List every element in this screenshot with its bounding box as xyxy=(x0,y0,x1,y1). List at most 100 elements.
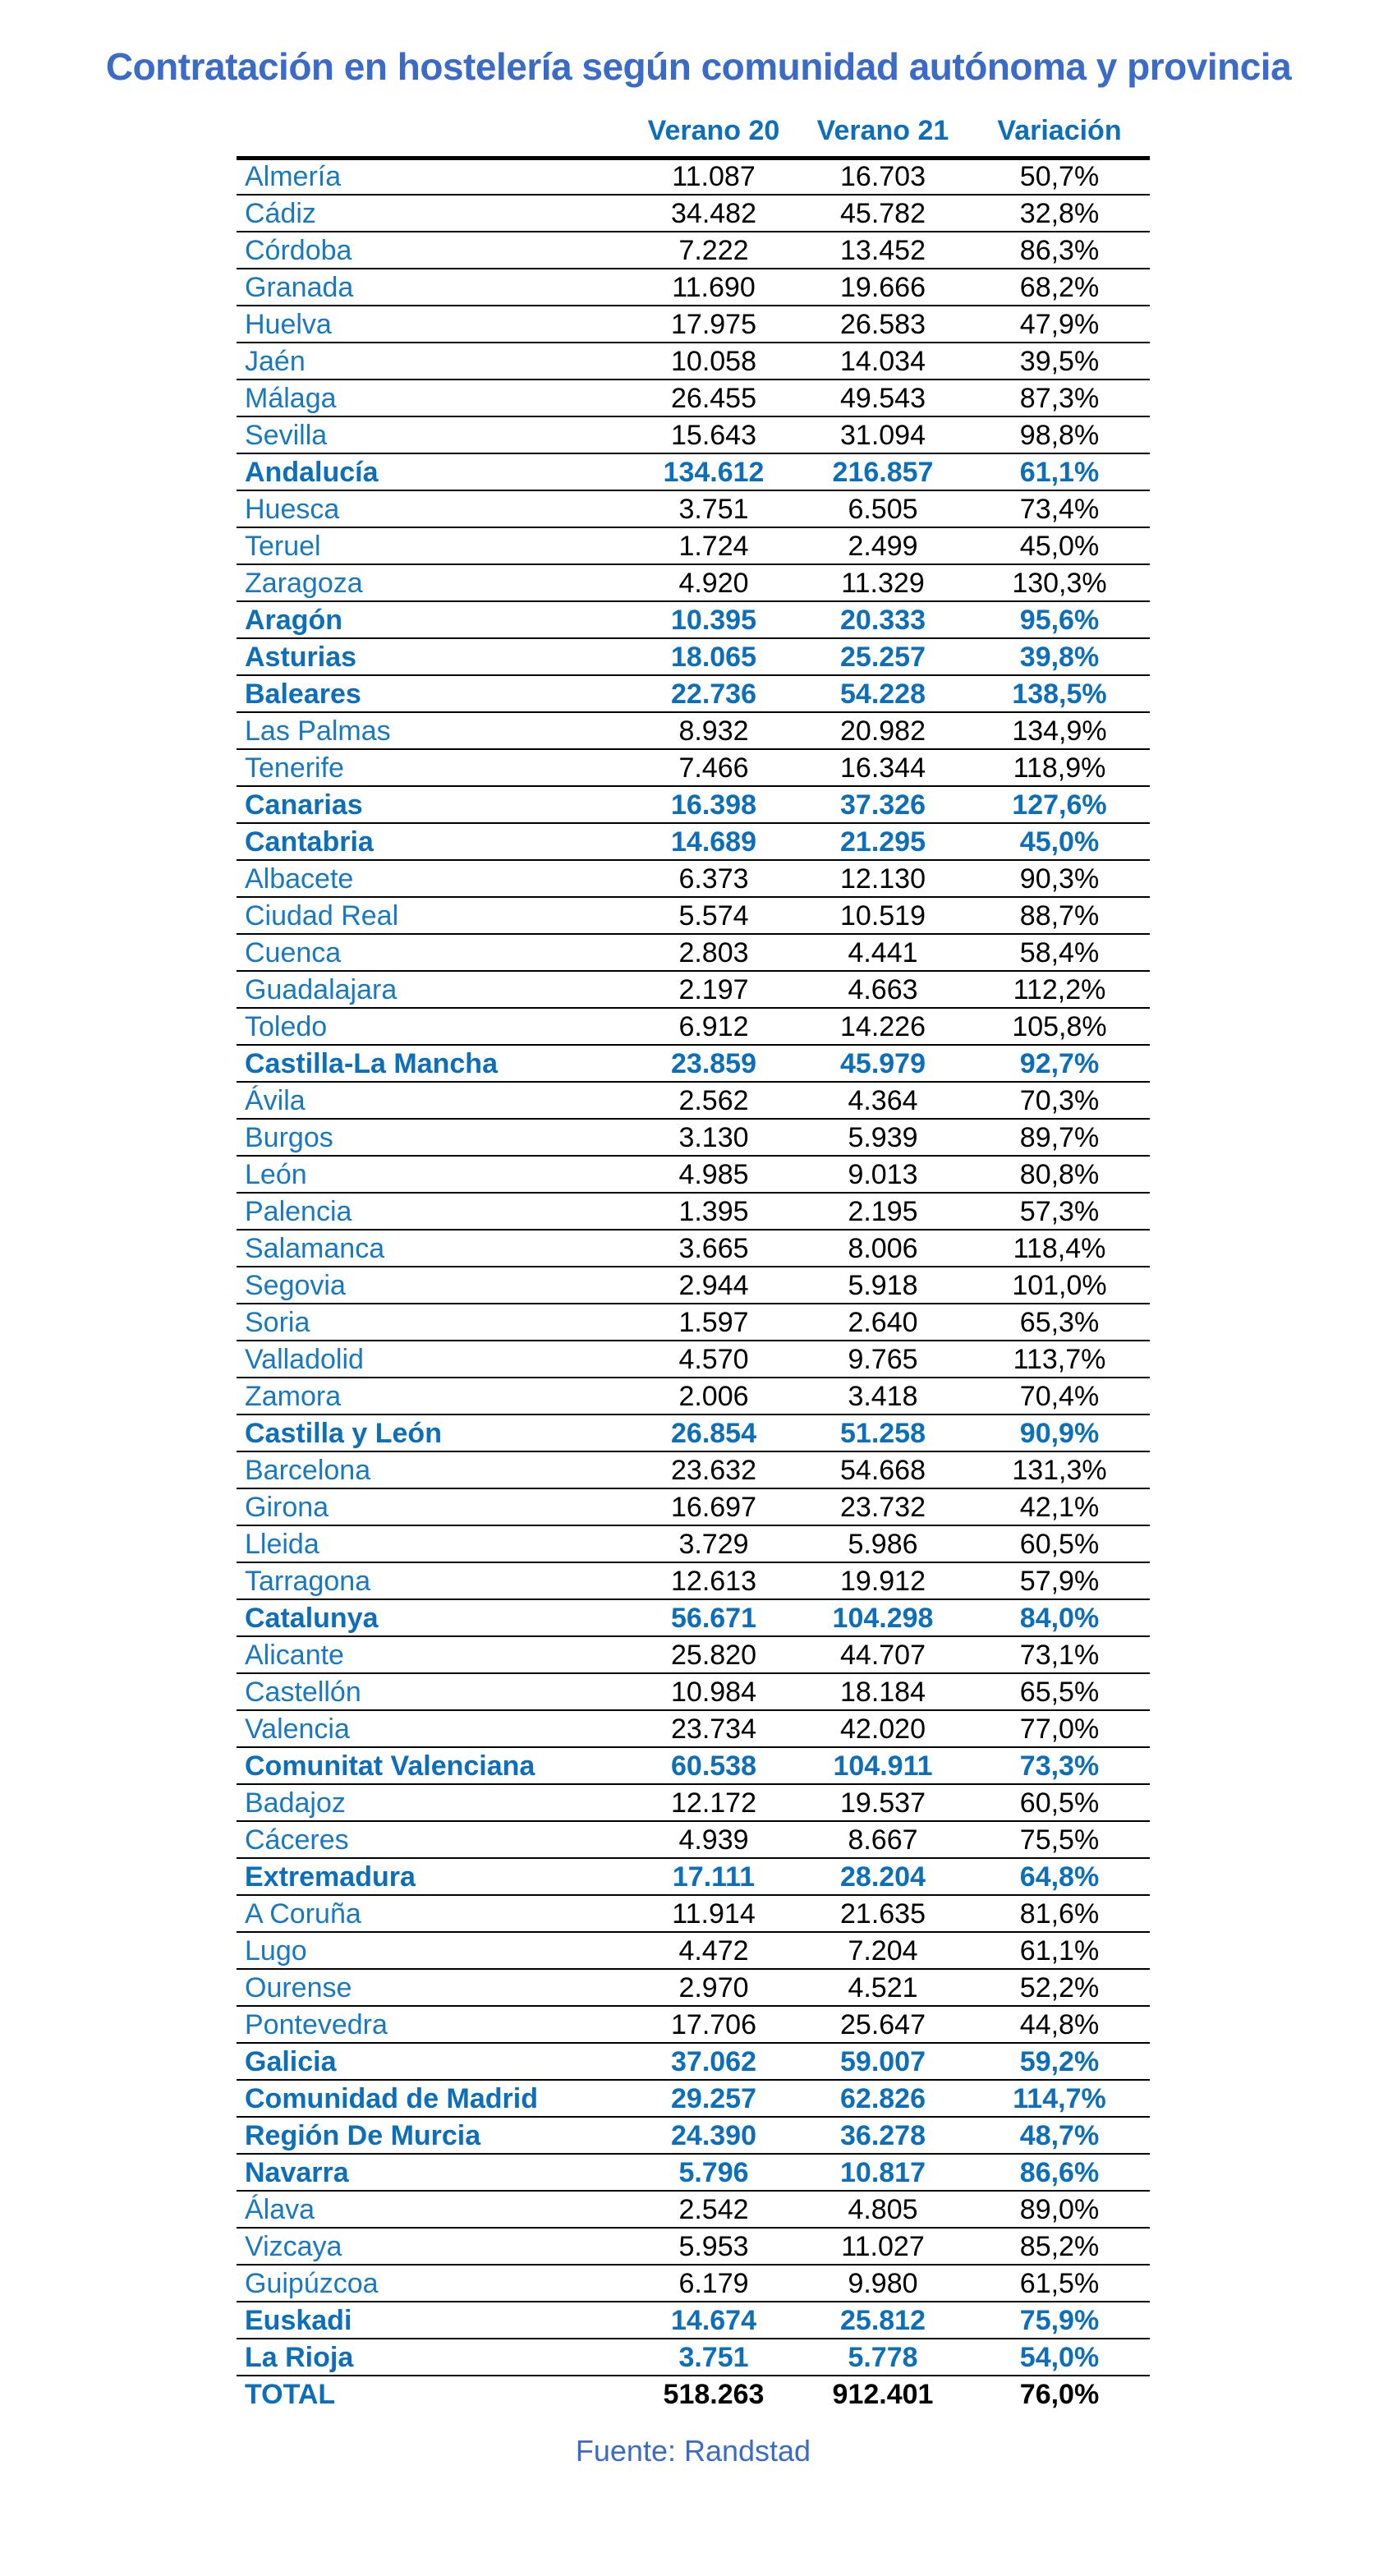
cell-verano21: 9.013 xyxy=(797,1156,969,1194)
cell-name: Extremadura xyxy=(237,1858,631,1897)
cell-variacion: 54,0% xyxy=(969,2339,1150,2377)
cell-verano21: 16.344 xyxy=(797,749,969,788)
cell-variacion: 114,7% xyxy=(969,2080,1150,2118)
column-header-blank xyxy=(237,113,631,160)
cell-name: Ávila xyxy=(237,1082,631,1120)
table-row: Salamanca 3.665 8.006 118,4% xyxy=(237,1230,1150,1268)
cell-variacion: 70,4% xyxy=(969,1378,1150,1416)
cell-verano20: 4.472 xyxy=(631,1932,797,1971)
cell-verano21: 28.204 xyxy=(797,1858,969,1897)
cell-variacion: 130,3% xyxy=(969,564,1150,603)
cell-name: Galicia xyxy=(237,2043,631,2082)
table-row: Castilla y León 26.854 51.258 90,9% xyxy=(237,1414,1150,1453)
table-row: Cáceres 4.939 8.667 75,5% xyxy=(237,1821,1150,1860)
cell-verano20: 3.729 xyxy=(631,1525,797,1564)
cell-verano21: 31.094 xyxy=(797,416,969,455)
cell-verano21: 51.258 xyxy=(797,1414,969,1453)
cell-verano21: 9.980 xyxy=(797,2265,969,2303)
cell-verano21: 2.499 xyxy=(797,527,969,566)
table-row: Asturias 18.065 25.257 39,8% xyxy=(237,638,1150,677)
cell-verano20: 2.006 xyxy=(631,1378,797,1416)
cell-name: Valencia xyxy=(237,1710,631,1749)
table-row: Castellón 10.984 18.184 65,5% xyxy=(237,1673,1150,1712)
cell-variacion: 127,6% xyxy=(969,786,1150,825)
table-row: Almería 11.087 16.703 50,7% xyxy=(237,158,1150,196)
cell-verano20: 16.697 xyxy=(631,1488,797,1527)
table-row: Badajoz 12.172 19.537 60,5% xyxy=(237,1784,1150,1823)
cell-verano21: 11.329 xyxy=(797,564,969,603)
cell-verano20: 11.914 xyxy=(631,1895,797,1934)
column-header-verano20: Verano 20 xyxy=(631,113,797,160)
cell-verano20: 4.570 xyxy=(631,1341,797,1379)
table-row: Galicia 37.062 59.007 59,2% xyxy=(237,2043,1150,2082)
cell-name: Soria xyxy=(237,1304,631,1342)
column-header-variacion: Variación xyxy=(969,113,1150,160)
cell-verano20: 37.062 xyxy=(631,2043,797,2082)
cell-variacion: 90,9% xyxy=(969,1414,1150,1453)
cell-verano21: 5.939 xyxy=(797,1119,969,1157)
cell-variacion: 131,3% xyxy=(969,1451,1150,1490)
cell-verano21: 4.364 xyxy=(797,1082,969,1120)
cell-verano20: 3.130 xyxy=(631,1119,797,1157)
cell-name: Ourense xyxy=(237,1969,631,2008)
cell-verano21: 216.857 xyxy=(797,453,969,492)
cell-verano20: 1.395 xyxy=(631,1193,797,1231)
cell-variacion: 87,3% xyxy=(969,380,1150,418)
cell-verano21: 25.812 xyxy=(797,2302,969,2340)
cell-name: Burgos xyxy=(237,1119,631,1157)
table-row: Ávila 2.562 4.364 70,3% xyxy=(237,1082,1150,1120)
cell-variacion: 61,1% xyxy=(969,1932,1150,1971)
cell-name: A Coruña xyxy=(237,1895,631,1934)
table-row: Jaén 10.058 14.034 39,5% xyxy=(237,343,1150,381)
cell-variacion: 118,9% xyxy=(969,749,1150,788)
cell-verano21: 6.505 xyxy=(797,490,969,529)
cell-name: Navarra xyxy=(237,2154,631,2192)
cell-verano20: 22.736 xyxy=(631,675,797,714)
cell-verano20: 25.820 xyxy=(631,1636,797,1675)
table-row: Soria 1.597 2.640 65,3% xyxy=(237,1304,1150,1342)
cell-verano21: 10.817 xyxy=(797,2154,969,2192)
cell-name: Guipúzcoa xyxy=(237,2265,631,2303)
cell-verano21: 25.257 xyxy=(797,638,969,677)
table-row: Zamora 2.006 3.418 70,4% xyxy=(237,1378,1150,1416)
table-row: Lleida 3.729 5.986 60,5% xyxy=(237,1525,1150,1564)
cell-name: Vizcaya xyxy=(237,2228,631,2266)
cell-name: León xyxy=(237,1156,631,1194)
cell-variacion: 86,3% xyxy=(969,232,1150,270)
cell-verano20: 26.455 xyxy=(631,380,797,418)
cell-name: Badajoz xyxy=(237,1784,631,1823)
cell-name: Jaén xyxy=(237,343,631,381)
column-header-verano21: Verano 21 xyxy=(797,113,969,160)
cell-verano21: 19.537 xyxy=(797,1784,969,1823)
cell-verano21: 23.732 xyxy=(797,1488,969,1527)
cell-verano21: 4.521 xyxy=(797,1969,969,2008)
table-row: Álava 2.542 4.805 89,0% xyxy=(237,2191,1150,2229)
cell-verano20: 5.796 xyxy=(631,2154,797,2192)
table-row: Las Palmas 8.932 20.982 134,9% xyxy=(237,712,1150,751)
cell-variacion: 101,0% xyxy=(969,1267,1150,1305)
cell-verano20: 56.671 xyxy=(631,1599,797,1638)
table-row: Comunidad de Madrid 29.257 62.826 114,7% xyxy=(237,2080,1150,2118)
cell-verano21: 26.583 xyxy=(797,306,969,344)
table-row: Guipúzcoa 6.179 9.980 61,5% xyxy=(237,2265,1150,2303)
cell-variacion: 84,0% xyxy=(969,1599,1150,1638)
cell-name: Córdoba xyxy=(237,232,631,270)
cell-name: Castilla-La Mancha xyxy=(237,1045,631,1083)
table-row: Teruel 1.724 2.499 45,0% xyxy=(237,527,1150,566)
cell-variacion: 68,2% xyxy=(969,269,1150,307)
cell-name: Salamanca xyxy=(237,1230,631,1268)
cell-name: La Rioja xyxy=(237,2339,631,2377)
cell-variacion: 50,7% xyxy=(969,158,1150,196)
cell-name: Euskadi xyxy=(237,2302,631,2340)
cell-verano20: 1.597 xyxy=(631,1304,797,1342)
cell-variacion: 118,4% xyxy=(969,1230,1150,1268)
cell-name: Alicante xyxy=(237,1636,631,1675)
cell-variacion: 75,5% xyxy=(969,1821,1150,1860)
cell-variacion: 89,0% xyxy=(969,2191,1150,2229)
cell-variacion: 48,7% xyxy=(969,2117,1150,2155)
cell-name: TOTAL xyxy=(245,2379,336,2411)
cell-variacion: 92,7% xyxy=(969,1045,1150,1083)
cell-verano20: 134.612 xyxy=(631,453,797,492)
cell-variacion: 85,2% xyxy=(969,2228,1150,2266)
